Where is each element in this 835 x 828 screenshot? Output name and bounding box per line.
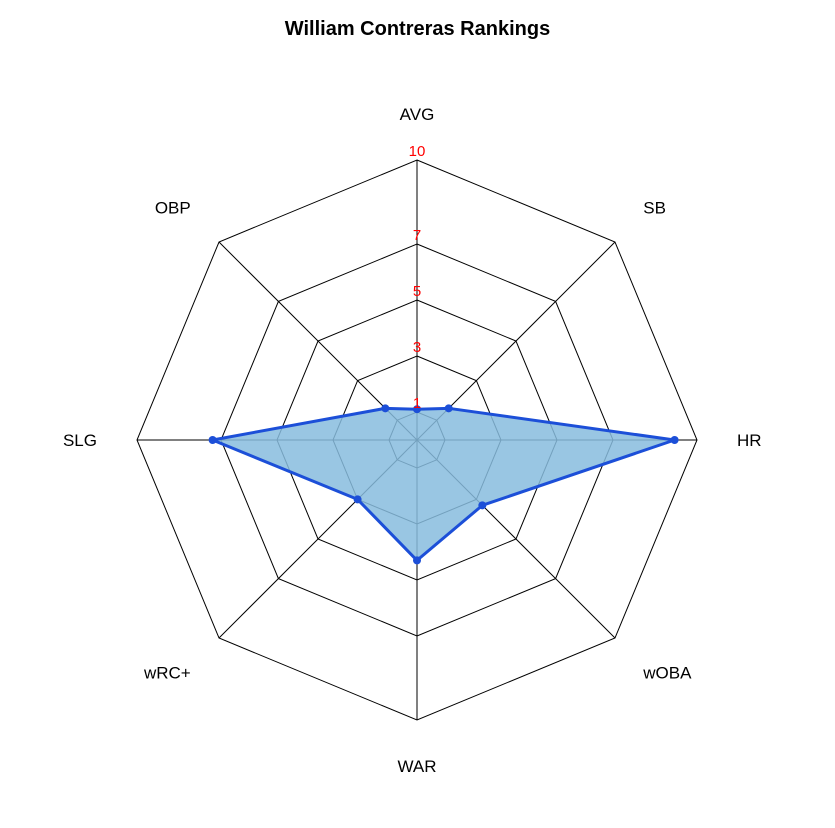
- axis-label: wRC+: [143, 663, 191, 682]
- axis-label: OBP: [155, 199, 191, 218]
- ring-label: 3: [413, 339, 421, 356]
- data-point: [413, 556, 421, 564]
- data-point: [445, 404, 453, 412]
- ring-label: 10: [409, 143, 426, 160]
- data-point: [671, 436, 679, 444]
- data-point: [209, 436, 217, 444]
- data-point: [381, 404, 389, 412]
- axis-label: SB: [643, 199, 666, 218]
- axis-label: HR: [737, 431, 762, 450]
- radar-chart: 1 3 5 7 10 AVG SB HR wOBA WAR wRC+ SLG OBP: [0, 0, 835, 828]
- axis-label: SLG: [63, 431, 97, 450]
- data-point: [354, 495, 362, 503]
- axis-label: AVG: [400, 105, 435, 124]
- axis-label: WAR: [397, 757, 436, 776]
- ring-label: 7: [413, 227, 421, 244]
- ring-label: 5: [413, 283, 421, 300]
- data-point: [478, 501, 486, 509]
- axis-label: wOBA: [642, 663, 692, 682]
- data-polygon: [213, 408, 675, 560]
- ring-label: 1: [413, 395, 421, 412]
